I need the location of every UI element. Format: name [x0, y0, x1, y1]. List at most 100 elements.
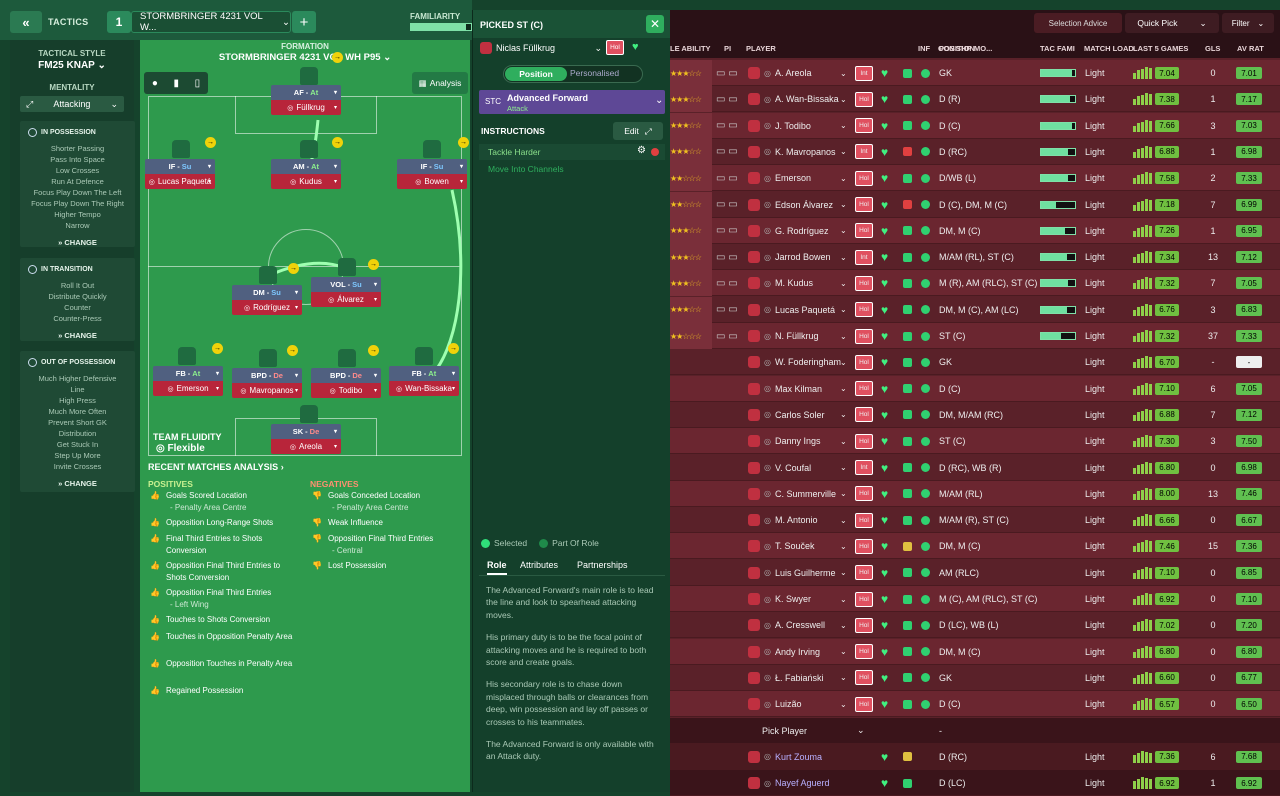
column-header[interactable]: SHP: [956, 43, 972, 53]
player-name-select[interactable]: ◎ Areola ▾: [271, 439, 341, 454]
player-cell[interactable]: ◎ K. Mavropanos: [748, 139, 836, 165]
player-name-select[interactable]: ◎ Álvarez ▾: [311, 292, 381, 307]
chevron-down-icon[interactable]: ⌄: [840, 278, 847, 288]
player-cell[interactable]: ◎ Luis Guilherme: [748, 560, 836, 586]
player-slot[interactable]: FB - At ▾ ◎ Emerson ▾: [153, 366, 223, 396]
chevron-down-icon[interactable]: ⌄: [840, 173, 847, 183]
chevron-down-icon[interactable]: ⌄: [840, 541, 847, 551]
quick-pick-button[interactable]: Quick Pick ⌄: [1125, 13, 1219, 33]
tactical-style-dropdown[interactable]: FM25 KNAP ⌄: [10, 60, 134, 71]
player-role[interactable]: FB - At ▾: [389, 366, 459, 381]
tab-partnerships[interactable]: Partnerships: [577, 560, 628, 570]
column-header[interactable]: MO...: [974, 43, 993, 53]
table-row[interactable]: ★★★☆☆ ▭ ▭ ◎ Lucas Paquetá ⌄ Hol ♥ DM, M (C), AM…: [670, 296, 1280, 323]
player-name-select[interactable]: ◎ Kudus ▾: [271, 174, 341, 189]
player-name-select[interactable]: ◎ Wan-Bissaka ▾: [389, 381, 459, 396]
personalised-tab[interactable]: Personalised: [570, 68, 619, 78]
player-slot[interactable]: FB - At ▾ ◎ Wan-Bissaka ▾: [389, 366, 459, 396]
collapse-button[interactable]: «: [10, 11, 42, 33]
change-in-transition-button[interactable]: » CHANGE: [58, 331, 97, 340]
analysis-title-link[interactable]: RECENT MATCHES ANALYSIS ›: [148, 462, 284, 472]
player-slot[interactable]: AM - At ▾ ◎ Kudus ▾: [271, 159, 341, 189]
formation-dropdown[interactable]: STORMBRINGER 4231 VOL WH P95 ⌄: [140, 52, 470, 63]
chevron-down-icon[interactable]: ⌄: [840, 489, 847, 499]
player-slot[interactable]: VOL - Su ▾ ◎ Álvarez ▾: [311, 277, 381, 307]
player-role[interactable]: AM - At ▾: [271, 159, 341, 174]
player-name-select[interactable]: ◎ Mavropanos ▾: [232, 383, 302, 398]
player-cell[interactable]: ◎ V. Coufal: [748, 455, 811, 481]
player-name-select[interactable]: ◎ Todibo ▾: [311, 383, 381, 398]
stats-icon[interactable]: ▮: [173, 77, 180, 89]
column-header[interactable]: POSITION: [939, 43, 975, 53]
player-cell[interactable]: ◎ A. Cresswell: [748, 612, 825, 638]
player-role[interactable]: BPD - De ▾: [232, 368, 302, 383]
column-header[interactable]: AV RAT: [1237, 43, 1264, 53]
arrow-icon[interactable]: →: [288, 263, 299, 274]
table-row[interactable]: ◎ C. Summerville ⌄ Hol ♥ M/AM (RL) Light 8.00 13…: [670, 480, 1280, 507]
player-cell[interactable]: ◎ Andy Irving: [748, 639, 820, 665]
tab-attributes[interactable]: Attributes: [520, 560, 559, 570]
player-cell[interactable]: ◎ N. Füllkrug: [748, 323, 819, 349]
table-row[interactable]: ◎ M. Antonio ⌄ Hol ♥ M/AM (R), ST (C) Light 6.6…: [670, 507, 1280, 534]
player-cell[interactable]: ◎ Jarrod Bowen: [748, 244, 831, 270]
table-row[interactable]: ★★★☆☆ ▭ ▭ ◎ A. Areola ⌄ Int ♥ GK Light 7.04 0 7.01: [670, 60, 1280, 86]
table-row[interactable]: ◎ Kurt Zouma ♥ D (RC) Light 7.36 6 7.68: [670, 743, 1280, 770]
remove-icon[interactable]: [651, 148, 659, 156]
change-out-of-possession-button[interactable]: » CHANGE: [58, 479, 97, 488]
player-role[interactable]: BPD - De ▾: [311, 368, 381, 383]
instruction-row[interactable]: Tackle Harder ⚙: [479, 144, 665, 160]
player-role[interactable]: VOL - Su ▾: [311, 277, 381, 292]
pick-player-row[interactable]: Pick Player ⌄ -: [670, 717, 1280, 744]
column-header[interactable]: CON: [938, 43, 955, 53]
column-header[interactable]: PLAYER: [746, 43, 776, 53]
chevron-down-icon[interactable]: ⌄: [840, 410, 847, 420]
arrow-icon[interactable]: →: [205, 137, 216, 148]
player-role[interactable]: IF - Su ▾: [145, 159, 215, 174]
player-slot[interactable]: SK - De ▾ ◎ Areola ▾: [271, 424, 341, 454]
player-role[interactable]: AF - At ▾: [271, 85, 341, 100]
edit-instructions-button[interactable]: Edit ⤢: [613, 122, 663, 140]
column-header[interactable]: LE ABILITY: [670, 43, 711, 53]
arrow-icon[interactable]: →: [448, 343, 459, 354]
player-cell[interactable]: ◎ T. Souček: [748, 533, 815, 559]
arrow-icon[interactable]: →: [368, 259, 379, 270]
chevron-down-icon[interactable]: ⌄: [840, 673, 847, 683]
column-header[interactable]: MATCH LOAD: [1084, 43, 1134, 53]
player-cell[interactable]: ◎ M. Kudus: [748, 270, 813, 296]
analysis-button[interactable]: ▦ Analysis: [412, 72, 468, 94]
table-row[interactable]: ◎ Nayef Aguerd ♥ D (LC) Light 6.92 1 6.92: [670, 770, 1280, 796]
mentality-dropdown[interactable]: ⤢ Attacking ⌄: [20, 96, 124, 112]
chevron-down-icon[interactable]: ⌄: [840, 305, 847, 315]
role-selector[interactable]: STC Advanced Forward Attack ⌄: [479, 90, 665, 114]
player-cell[interactable]: ◎ A. Areola: [748, 60, 812, 86]
player-role[interactable]: DM - Su ▾: [232, 285, 302, 300]
arrow-icon[interactable]: →: [458, 137, 469, 148]
table-row[interactable]: ★★★☆☆ ▭ ▭ ◎ J. Todibo ⌄ Hol ♥ D (C) Light 7.66 3 7.…: [670, 112, 1280, 139]
table-row[interactable]: ◎ V. Coufal ⌄ Int ♥ D (RC), WB (R) Light 6.80 0 6…: [670, 454, 1280, 481]
gear-icon[interactable]: ⚙: [637, 145, 646, 156]
player-name-select[interactable]: ◎ Füllkrug ▾: [271, 100, 341, 115]
player-cell[interactable]: ◎ Ł. Fabiański: [748, 665, 824, 691]
column-header[interactable]: PI: [724, 43, 732, 53]
table-row[interactable]: ◎ Luizão ⌄ Hol ♥ D (C) Light 6.57 0 6.50: [670, 691, 1280, 718]
tactic-slot-number[interactable]: 1: [107, 11, 131, 33]
player-cell[interactable]: ◎ A. Wan-Bissaka: [748, 86, 839, 112]
player-cell[interactable]: ◎ Edson Álvarez: [748, 192, 833, 218]
player-slot[interactable]: BPD - De ▾ ◎ Todibo ▾: [311, 368, 381, 398]
column-header[interactable]: LAST 5 GAMES: [1133, 43, 1189, 53]
chevron-down-icon[interactable]: ⌄: [840, 357, 847, 367]
player-name-select[interactable]: ◎ Bowen ▾: [397, 174, 467, 189]
player-role[interactable]: FB - At ▾: [153, 366, 223, 381]
arrow-icon[interactable]: →: [332, 137, 343, 148]
player-cell[interactable]: ◎ Emerson: [748, 165, 811, 191]
player-cell[interactable]: ◎ Lucas Paquetá: [748, 297, 835, 323]
table-row[interactable]: ◎ Max Kilman ⌄ Hol ♥ D (C) Light 7.10 6 7.05: [670, 375, 1280, 402]
table-row[interactable]: ★★★☆☆ ▭ ▭ ◎ G. Rodríguez ⌄ Hol ♥ DM, M (C) Light…: [670, 217, 1280, 244]
chevron-down-icon[interactable]: ⌄: [840, 147, 847, 157]
table-row[interactable]: ◎ Danny Ings ⌄ Hol ♥ ST (C) Light 7.30 3 7.50: [670, 428, 1280, 455]
filter-button[interactable]: Filter ⌄: [1222, 13, 1274, 33]
player-cell[interactable]: ◎ M. Antonio: [748, 507, 818, 533]
table-row[interactable]: ★★★☆☆ ▭ ▭ ◎ A. Wan-Bissaka ⌄ Hol ♥ D (R) Light 7.…: [670, 86, 1280, 113]
chevron-down-icon[interactable]: ⌄: [840, 68, 847, 78]
chevron-down-icon[interactable]: ⌄: [840, 436, 847, 446]
